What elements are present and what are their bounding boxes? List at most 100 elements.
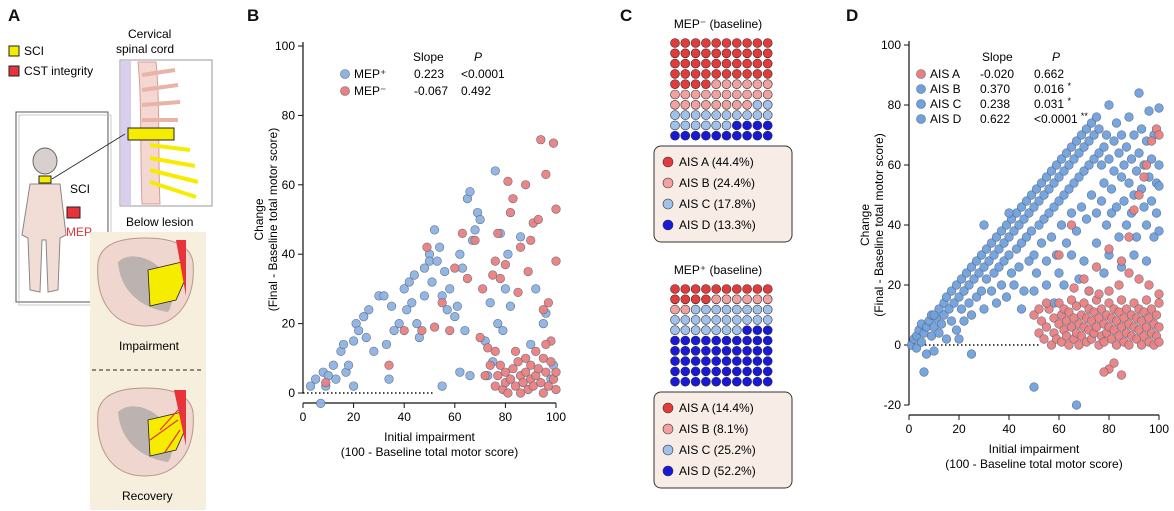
waffle-dot-ais-c xyxy=(762,100,773,110)
data-point-mep-neg xyxy=(500,367,511,377)
waffle-dot-ais-c xyxy=(731,304,742,315)
waffle-dot-ais-a xyxy=(701,38,711,48)
legend-slope: 0.370 xyxy=(980,82,1010,96)
data-point-ais-b-c-d xyxy=(1046,232,1057,242)
waffle-dot-ais-b xyxy=(762,79,773,89)
data-point-mep-pos xyxy=(505,301,516,311)
data-point-ais-b-c-d xyxy=(1014,220,1024,230)
data-point-mep-neg xyxy=(513,357,523,367)
waffle-dot-ais-d xyxy=(711,356,722,366)
waffle-dot-ais-a xyxy=(762,38,773,48)
data-point-ais-b-c-d xyxy=(1154,103,1164,113)
data-point-mep-neg xyxy=(523,266,533,277)
waffle-dot-ais-d xyxy=(742,376,752,387)
data-point-ais-b-c-d xyxy=(1004,232,1014,242)
waffle-dot-ais-b xyxy=(742,100,752,110)
data-point-ais-a xyxy=(1124,268,1134,278)
data-point-ais-b-c-d xyxy=(1054,268,1064,278)
waffle-dot-ais-b xyxy=(731,100,742,110)
data-point-ais-a xyxy=(1121,304,1132,314)
waffle-dot-ais-c xyxy=(731,110,742,120)
data-point-mep-neg xyxy=(533,364,543,374)
data-point-mep-pos xyxy=(305,381,316,391)
data-point-mep-pos xyxy=(369,346,379,356)
sci-lesion-marker xyxy=(127,127,175,141)
data-point-ais-a xyxy=(1079,274,1089,284)
data-point-ais-a xyxy=(1034,304,1044,314)
waffle-dot-ais-c xyxy=(711,304,722,315)
waffle-dot-ais-d xyxy=(762,356,773,366)
waffle-dot-ais-a xyxy=(752,38,763,48)
data-point-ais-b-c-d xyxy=(1121,220,1132,230)
waffle-dot-ais-d xyxy=(711,345,722,356)
data-point-ais-b-c-d xyxy=(1124,112,1134,122)
data-point-mep-neg xyxy=(505,374,516,384)
data-point-ais-b-c-d xyxy=(1034,220,1044,230)
data-point-ais-a xyxy=(1041,298,1052,308)
data-point-ais-b-c-d xyxy=(1061,238,1072,248)
x-tick-label: 40 xyxy=(1002,422,1016,436)
waffle-legend-label: AIS B (24.4%) xyxy=(679,176,755,190)
waffle-dot-ais-a xyxy=(711,58,722,69)
waffle-dot-ais-d xyxy=(701,335,711,346)
data-point-mep-pos xyxy=(331,374,341,384)
data-point-ais-b-c-d xyxy=(1024,256,1034,266)
data-point-ais-b-c-d xyxy=(1106,184,1117,194)
data-point-ais-b-c-d xyxy=(1059,166,1069,176)
data-point-ais-b-c-d xyxy=(1059,280,1069,290)
data-point-ais-b-c-d xyxy=(1014,262,1024,272)
data-point-mep-neg xyxy=(490,256,500,266)
data-point-mep-pos xyxy=(407,298,417,308)
waffle-dot-ais-a xyxy=(752,48,763,59)
data-point-mep-pos xyxy=(354,325,364,336)
data-point-mep-pos xyxy=(465,371,475,381)
data-point-ais-a xyxy=(1154,289,1164,299)
data-point-mep-neg xyxy=(541,169,551,179)
legend-label-cst: CST integrity xyxy=(24,64,93,78)
waffle-dot-ais-a xyxy=(742,284,752,294)
data-point-mep-neg xyxy=(475,332,485,343)
panel-c-waffle: MEP⁻ (baseline) AIS A (44.4%) AIS B (24.4%… xyxy=(653,17,793,489)
data-point-ais-b-c-d xyxy=(939,310,949,320)
cord-title-2: spinal cord xyxy=(116,42,174,56)
waffle-legend-label: AIS B (8.1%) xyxy=(679,422,748,436)
data-point-ais-b-c-d xyxy=(1019,214,1029,224)
waffle-dot-ais-a xyxy=(762,69,773,79)
waffle-dot-ais-d xyxy=(721,356,732,366)
data-point-mep-neg xyxy=(526,235,536,245)
waffle-dot-ais-b xyxy=(701,89,711,100)
data-point-mep-pos xyxy=(381,339,392,350)
data-point-mep-pos xyxy=(427,277,437,287)
data-point-mep-pos xyxy=(442,305,452,315)
waffle-dot-ais-d xyxy=(742,345,752,356)
data-point-ais-b-c-d xyxy=(979,220,989,230)
data-point-ais-b-c-d xyxy=(1021,196,1032,206)
data-point-ais-b-c-d xyxy=(1104,100,1114,110)
data-point-mep-neg xyxy=(528,381,538,391)
table-header-slope: Slope xyxy=(413,50,444,64)
waffle-dot-ais-c xyxy=(701,120,711,131)
y-axis-sublabel: (Final - Baseline total motor score) xyxy=(266,128,280,311)
data-point-ais-b-c-d xyxy=(1101,130,1112,140)
data-point-ais-b-c-d xyxy=(1141,256,1152,266)
waffle-dot-ais-b xyxy=(752,79,763,89)
waffle-dot-ais-d xyxy=(731,120,742,131)
data-point-ais-b-c-d xyxy=(1024,208,1034,218)
waffle-dot-ais-c xyxy=(670,315,680,325)
data-point-ais-a xyxy=(1054,298,1064,308)
waffle-dot-ais-a xyxy=(690,48,701,59)
data-point-ais-b-c-d xyxy=(954,334,964,344)
waffle-dot-ais-c xyxy=(711,325,722,336)
data-point-ais-b-c-d xyxy=(979,304,989,314)
data-point-mep-neg xyxy=(543,298,554,308)
waffle-legend-marker-ais-c xyxy=(662,198,674,210)
waffle-dot-ais-a xyxy=(721,48,732,59)
legend-marker-ais-d xyxy=(916,114,926,124)
data-point-ais-b-c-d xyxy=(961,268,972,278)
legend-slope: 0.238 xyxy=(980,97,1010,111)
data-point-mep-pos xyxy=(470,225,480,235)
data-point-mep-neg xyxy=(462,273,473,284)
waffle-dot-ais-d xyxy=(670,345,680,356)
data-point-mep-pos xyxy=(432,256,442,266)
legend-label: AIS B xyxy=(930,82,961,96)
